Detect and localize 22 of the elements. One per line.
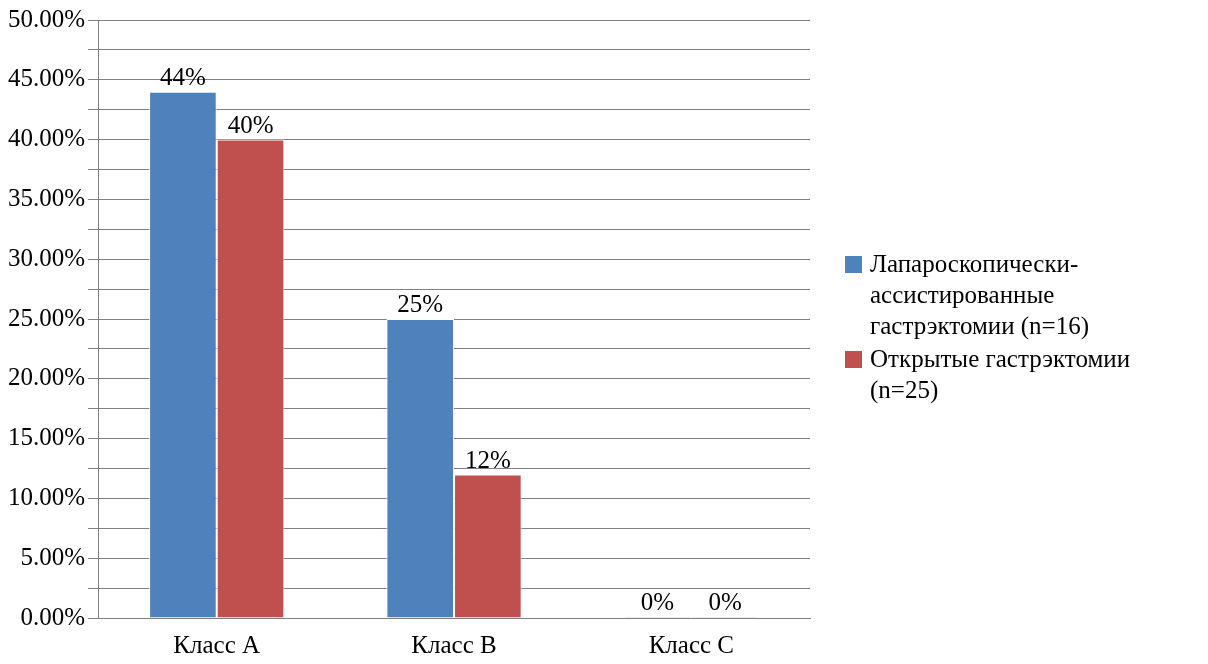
y-tick-label: 40.00%	[8, 124, 86, 152]
data-label: 25%	[397, 290, 444, 318]
data-label: 12%	[464, 445, 511, 473]
y-tick-label: 5.00%	[20, 542, 86, 570]
x-tick-label: Класс А	[173, 630, 261, 658]
x-tick-label: Класс С	[648, 630, 735, 658]
y-tick-label: 35.00%	[8, 183, 86, 211]
y-tick-label: 25.00%	[8, 303, 86, 331]
y-tick-label: 30.00%	[8, 243, 86, 271]
data-label: 0%	[708, 588, 742, 616]
data-label: 44%	[160, 62, 206, 90]
y-tick-label: 0.00%	[20, 602, 86, 630]
y-tick-label: 10.00%	[8, 482, 86, 510]
x-tick-label: Класс В	[411, 630, 497, 658]
data-label: 0%	[640, 588, 675, 616]
y-tick-label: 45.00%	[8, 64, 86, 92]
y-tick-label: 50.00%	[8, 4, 86, 32]
legend-label: Лапароскопически-ассистированные гастрэктомии (n=16)	[870, 249, 1091, 341]
legend-label: Открытые гастрэктомии (n=25)	[870, 344, 1132, 405]
y-tick-label: 15.00%	[8, 423, 86, 451]
data-label: 40%	[227, 110, 274, 138]
y-tick-label: 20.00%	[8, 363, 86, 391]
